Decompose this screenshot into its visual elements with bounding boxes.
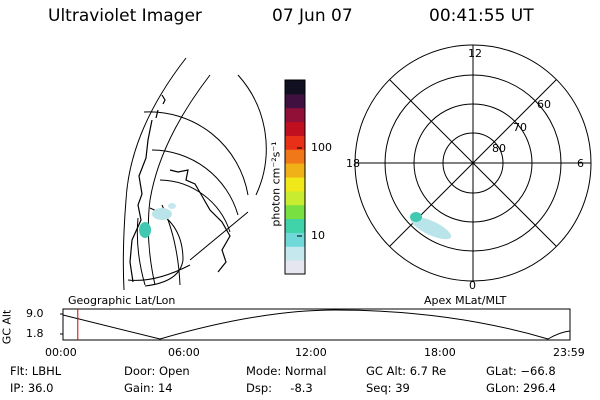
aurora-patch <box>152 208 172 220</box>
altitude-xtick-label: 23:59 <box>553 346 585 359</box>
map-grid-line <box>149 74 211 201</box>
colorbar-band <box>285 260 305 275</box>
altitude-ylabel: GC Alt <box>0 309 14 345</box>
time-label: 00:41:55 UT <box>429 6 534 26</box>
gc-alt-info: GC Alt: 6.7 Re <box>366 364 447 378</box>
map-grid-line <box>122 57 187 291</box>
colorbar-band <box>285 121 305 136</box>
altitude-plot <box>60 308 571 341</box>
map-grid-line <box>136 217 146 286</box>
colorbar-band <box>285 149 305 164</box>
mlt-label-6: 6 <box>577 157 584 170</box>
geographic-map <box>122 57 267 291</box>
colorbar <box>284 79 306 275</box>
instrument-title: Ultraviolet Imager <box>48 6 202 26</box>
mlt-label-18: 18 <box>346 157 360 170</box>
colorbar-band <box>285 246 305 261</box>
lat-label-60: 60 <box>537 98 551 111</box>
lat-label-80: 80 <box>492 142 506 155</box>
colorbar-band <box>285 80 305 95</box>
colorbar-unit-label: photon cm⁻²s⁻¹ <box>269 141 283 227</box>
altitude-xtick-label: 06:00 <box>168 346 200 359</box>
geographic-label: Geographic Lat/Lon <box>68 294 176 307</box>
map-grid-line <box>159 179 231 233</box>
map-grid-line <box>189 211 249 261</box>
mlt-label-12: 12 <box>468 47 482 60</box>
colorbar-band <box>285 190 305 206</box>
altitude-curve <box>62 309 571 340</box>
mode-info: Mode: Normal <box>246 364 327 378</box>
aurora-patch <box>139 222 151 238</box>
polar-aurora-faint <box>410 216 452 240</box>
polar-aurora-bright <box>410 212 422 222</box>
altitude-xtick-label: 18:00 <box>424 346 456 359</box>
lat-label-70: 70 <box>513 121 527 134</box>
map-grid-line <box>147 199 156 286</box>
coastline <box>169 169 231 273</box>
coastline <box>155 109 159 119</box>
date-label: 07 Jun 07 <box>272 6 353 26</box>
dsp-info: Dsp: -8.3 <box>246 381 313 395</box>
colorbar-band <box>285 204 305 220</box>
door-info: Door: Open <box>124 364 190 378</box>
glon-info: GLon: 296.4 <box>486 381 556 395</box>
seq-info: Seq: 39 <box>366 381 410 395</box>
ip-info: IP: 36.0 <box>10 381 54 395</box>
colorbar-frame <box>284 79 306 275</box>
glat-info: GLat: −66.8 <box>486 364 556 378</box>
aurora-patch <box>168 203 176 209</box>
filter-info: Flt: LBHL <box>10 364 62 378</box>
map-grid-line <box>237 74 267 196</box>
colorbar-band <box>285 163 305 178</box>
altitude-frame <box>62 308 571 341</box>
mlt-label-0: 0 <box>469 279 476 292</box>
polar-plot <box>354 44 592 282</box>
coastline <box>161 94 166 105</box>
colorbar-tick-10: 10 <box>311 229 325 242</box>
map-grid-line <box>151 149 239 216</box>
colorbar-band <box>285 107 305 123</box>
altitude-ytick-label: 9.0 <box>26 307 44 320</box>
altitude-xtick-label: 00:00 <box>45 346 77 359</box>
apex-label: Apex MLat/MLT <box>424 294 507 307</box>
colorbar-band <box>285 218 305 233</box>
colorbar-band <box>285 177 305 192</box>
colorbar-tick-100: 100 <box>311 141 332 154</box>
altitude-xtick-label: 12:00 <box>295 346 327 359</box>
colorbar-band <box>285 135 305 150</box>
map-grid-line <box>143 111 249 196</box>
coastline <box>129 119 153 283</box>
colorbar-band <box>285 93 305 109</box>
gain-info: Gain: 14 <box>124 381 173 395</box>
colorbar-ticks <box>297 147 302 237</box>
altitude-ytick-label: 1.8 <box>26 327 44 340</box>
colorbar-band <box>285 232 305 247</box>
